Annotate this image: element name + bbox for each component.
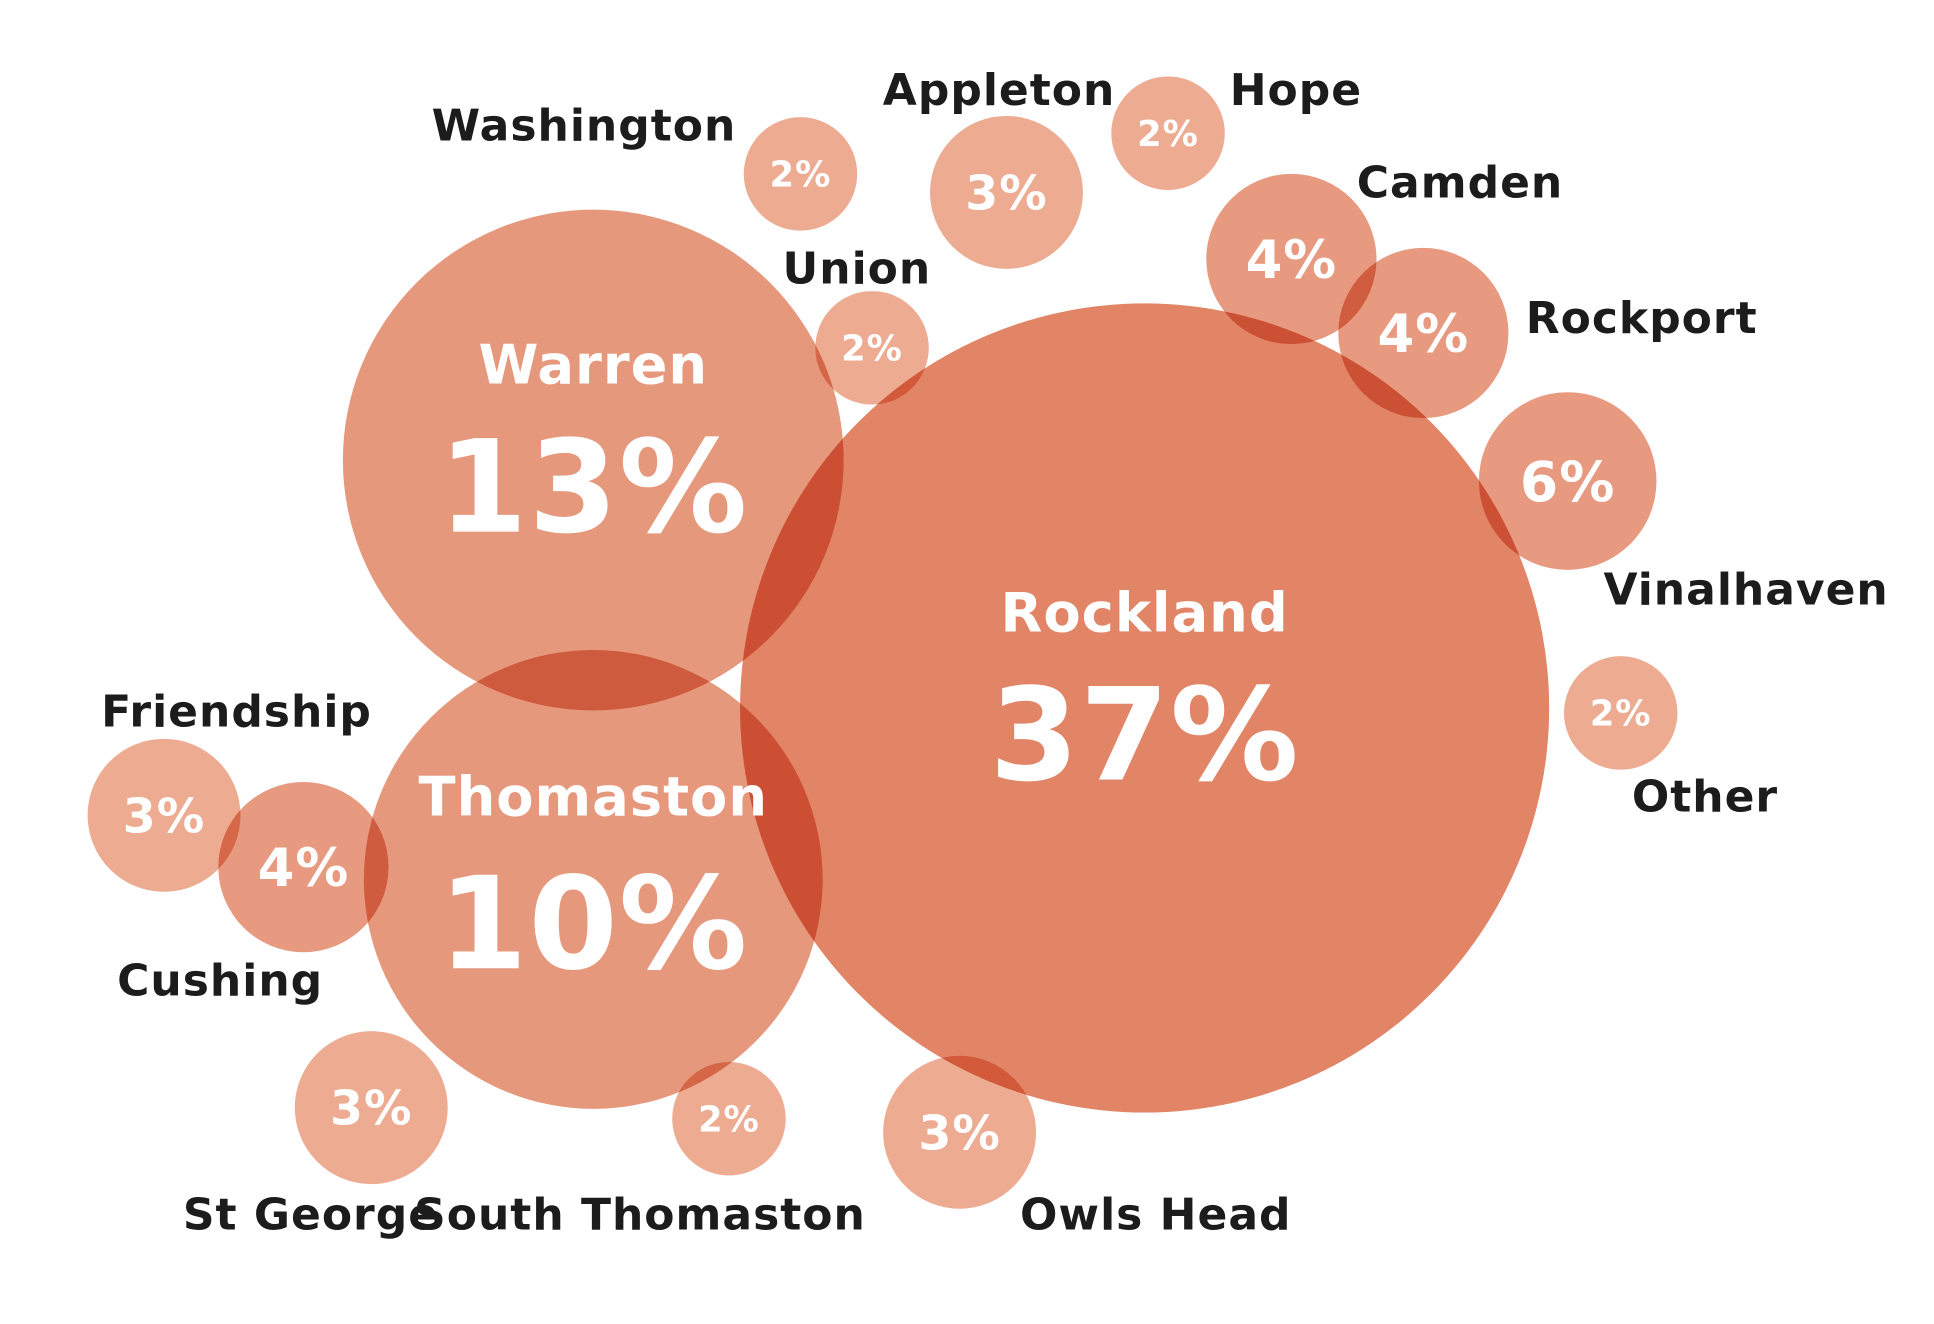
bubble-value-washington: 2% [770,155,832,196]
bubble-value-owls-head: 3% [918,1106,1000,1161]
bubble-label-friendship: Friendship [101,686,372,737]
bubble-south-thomaston [672,1061,786,1176]
bubble-label-hope: Hope [1230,65,1362,116]
bubble-value-cushing: 4% [258,838,350,899]
bubble-friendship [87,738,241,892]
bubble-vinalhaven [1478,392,1657,570]
bubble-label-vinalhaven: Vinalhaven [1603,564,1888,615]
bubble-label-rockport: Rockport [1526,293,1758,344]
bubble-label-owls-head: Owls Head [1020,1190,1292,1241]
bubble-owls-head [883,1055,1037,1209]
labels: Rockland 37% Warren 13% Thomaston 10% 6% Vinalh… [101,65,1888,1241]
bubble-label-south-thomaston: South Thomaston [414,1190,866,1241]
bubble-label-cushing: Cushing [117,955,323,1006]
bubble-st-george [294,1031,448,1185]
bubble-value-south-thomaston: 2% [698,1099,760,1140]
bubble-label-union: Union [783,244,932,295]
bubble-union [815,291,929,405]
bubble-value-friendship: 3% [123,789,205,844]
bubble-label-st-george: St George [183,1190,439,1241]
bubble-label-other: Other [1632,772,1778,823]
bubble-warren [342,209,844,711]
bubble-value-rockland: 37% [990,662,1300,811]
bubble-value-hope: 2% [1137,114,1199,155]
bubble-label-thomaston: Thomaston [419,765,768,828]
bubble-value-thomaston: 10% [438,850,748,999]
bubble-value-appleton: 3% [965,166,1047,221]
bubble-label-camden: Camden [1357,157,1564,208]
bubbles [87,76,1678,1209]
bubble-rockport [1338,247,1509,419]
bubble-value-st-george: 3% [330,1082,412,1137]
bubble-value-warren: 13% [438,414,748,563]
bubble-other [1563,656,1678,770]
bubble-thomaston [363,650,823,1109]
bubble-value-other: 2% [1590,694,1652,735]
bubble-label-washington: Washington [432,101,737,152]
bubble-value-rockport: 4% [1378,304,1470,365]
bubble-label-rockland: Rockland [1001,582,1289,645]
bubble-value-union: 2% [841,328,903,369]
bubble-label-warren: Warren [478,334,708,397]
bubble-cushing [218,781,389,953]
bubble-washington [743,117,858,231]
bubble-camden [1206,173,1377,345]
bubble-label-appleton: Appleton [883,65,1116,116]
bubble-value-vinalhaven: 6% [1520,450,1616,514]
bubble-appleton [929,115,1083,269]
bubble-hope [1111,76,1225,190]
bubble-value-camden: 4% [1246,230,1338,291]
bubble-rockland [740,303,1550,1113]
